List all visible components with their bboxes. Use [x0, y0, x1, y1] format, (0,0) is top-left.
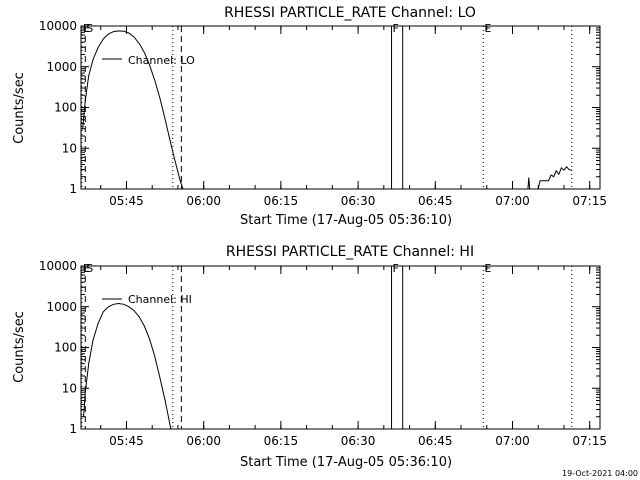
- x-tick-label: 05:45: [109, 194, 144, 208]
- event-marker-label: E: [83, 22, 90, 35]
- y-tick-label: 10: [62, 141, 77, 155]
- y-tick-label: 1: [69, 422, 77, 436]
- y-tick-label: 1: [69, 182, 77, 196]
- series-line: [83, 302, 172, 430]
- chart-title: RHESSI PARTICLE_RATE Channel: HI: [226, 244, 474, 260]
- event-marker-label: S: [86, 262, 93, 275]
- plot-frame: [80, 265, 601, 430]
- x-tick-label: 06:15: [264, 434, 299, 448]
- event-marker-label: F: [393, 262, 399, 275]
- x-tick-label: 07:15: [572, 434, 607, 448]
- y-tick-label: 10000: [39, 19, 77, 33]
- x-tick-label: 07:00: [495, 434, 530, 448]
- x-tick-label: 07:15: [572, 194, 607, 208]
- x-tick-label: 06:30: [341, 194, 376, 208]
- event-marker-label: E: [484, 22, 491, 35]
- x-tick-label: 07:00: [495, 194, 530, 208]
- y-tick-label: 10: [62, 381, 77, 395]
- x-tick-label: 06:45: [418, 194, 453, 208]
- event-marker-label: F: [393, 22, 399, 35]
- y-axis-label: Counts/sec: [12, 72, 27, 144]
- x-tick-label: 06:00: [186, 194, 221, 208]
- legend-label: Channel: LO: [128, 54, 195, 67]
- series-line: [527, 166, 572, 190]
- y-tick-label: 100: [54, 101, 77, 115]
- x-tick-label: 05:45: [109, 434, 144, 448]
- event-marker-label: E: [484, 262, 491, 275]
- x-tick-label: 06:30: [341, 434, 376, 448]
- series-line: [82, 30, 184, 190]
- event-marker-label: E: [83, 262, 90, 275]
- x-axis-label: Start Time (17-Aug-05 05:36:10): [240, 455, 452, 470]
- y-axis-label: Counts/sec: [12, 311, 27, 383]
- chart-panel-lo: RHESSI PARTICLE_RATE Channel: LO Counts/…: [12, 5, 607, 228]
- x-tick-label: 06:15: [264, 194, 299, 208]
- x-tick-label: 06:45: [418, 434, 453, 448]
- x-axis-label: Start Time (17-Aug-05 05:36:10): [240, 213, 452, 228]
- y-tick-label: 1000: [46, 300, 77, 314]
- event-marker-label: S: [86, 22, 93, 35]
- y-tick-label: 1000: [46, 60, 77, 74]
- footer-timestamp: 19-Oct-2021 04:00: [562, 469, 638, 478]
- plot-frame: [80, 25, 601, 190]
- x-tick-label: 06:00: [186, 434, 221, 448]
- legend-label: Channel: HI: [128, 293, 192, 306]
- chart-title: RHESSI PARTICLE_RATE Channel: LO: [224, 5, 476, 21]
- y-tick-label: 100: [54, 341, 77, 355]
- chart-panel-hi: RHESSI PARTICLE_RATE Channel: HI Counts/…: [12, 244, 607, 470]
- y-tick-label: 10000: [39, 259, 77, 273]
